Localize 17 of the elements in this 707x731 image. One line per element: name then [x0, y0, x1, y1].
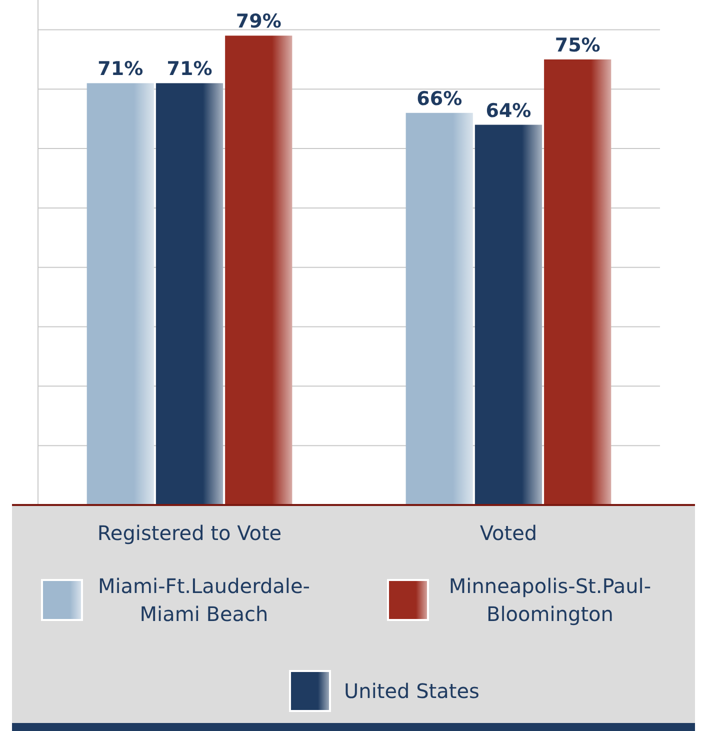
x-tick-label: Voted	[480, 521, 538, 545]
data-label: 71%	[166, 58, 212, 80]
bar	[86, 83, 154, 505]
x-tick-label: Registered to Vote	[97, 521, 282, 545]
data-label: 79%	[236, 10, 282, 33]
data-label: 66%	[416, 88, 462, 110]
bar	[406, 112, 473, 505]
legend-label: Minneapolis-St.Paul-Bloomington	[448, 574, 652, 626]
bar	[544, 59, 612, 505]
bar	[474, 124, 542, 505]
data-label: 71%	[98, 58, 144, 80]
bar	[225, 36, 292, 505]
legend-label: United States	[344, 679, 480, 703]
bar	[156, 83, 224, 505]
data-label: 64%	[486, 100, 532, 122]
data-label: 75%	[554, 34, 600, 56]
legend-label: Miami-Ft.Lauderdale-Miami Beach	[98, 574, 310, 626]
